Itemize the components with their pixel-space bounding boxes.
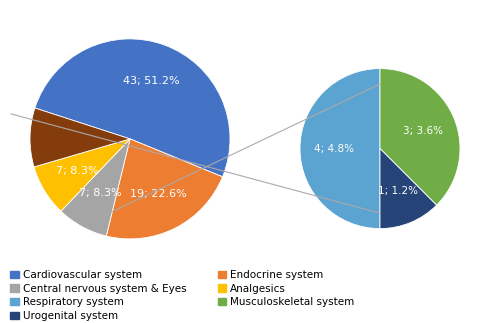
Text: 43; 51.2%: 43; 51.2%	[123, 76, 180, 86]
Text: 7; 8.3%: 7; 8.3%	[56, 166, 98, 176]
Wedge shape	[300, 68, 380, 229]
Wedge shape	[35, 39, 230, 177]
Text: 19; 22.6%: 19; 22.6%	[130, 189, 186, 199]
Wedge shape	[61, 139, 130, 236]
Wedge shape	[106, 139, 222, 239]
Wedge shape	[30, 108, 130, 167]
Wedge shape	[380, 149, 436, 229]
Text: 7; 8.3%: 7; 8.3%	[79, 188, 122, 198]
Text: 4; 4.8%: 4; 4.8%	[314, 144, 354, 153]
Text: 3; 3.6%: 3; 3.6%	[403, 126, 443, 136]
Legend: Cardiovascular system, Central nervous system & Eyes, Respiratory system, Urogen: Cardiovascular system, Central nervous s…	[10, 270, 354, 321]
Wedge shape	[380, 68, 460, 205]
Wedge shape	[34, 139, 130, 211]
Text: 1; 1.2%: 1; 1.2%	[378, 186, 418, 196]
